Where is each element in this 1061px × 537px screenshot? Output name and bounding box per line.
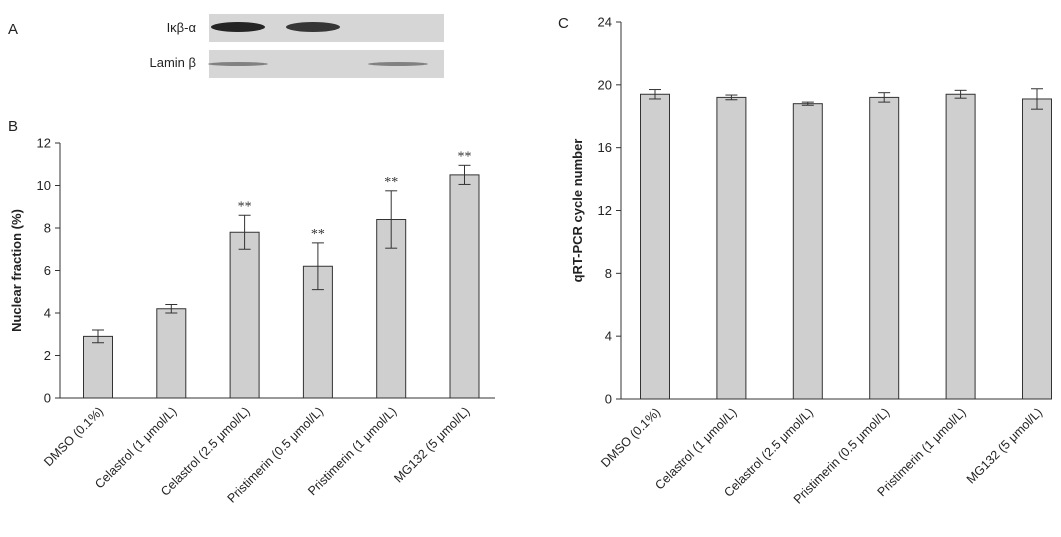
chart-c-ytick-label-2: 8 bbox=[605, 266, 612, 281]
chart-qrt-pcr: 0 4 8 12 16 20 24 qRT-PCR cycle number DMSO (0.1… bbox=[570, 15, 1052, 507]
chart-b-significance-5: ** bbox=[458, 149, 472, 164]
blot-band-r0-l1 bbox=[286, 22, 340, 32]
panel-letter-c: C bbox=[558, 15, 569, 32]
chart-c-error-bar-0 bbox=[649, 89, 661, 100]
chart-c-bar-5 bbox=[1022, 98, 1052, 400]
blot-strip-1 bbox=[209, 50, 444, 78]
blot-band-r1-l0 bbox=[208, 62, 268, 66]
chart-b-error-bar-4 bbox=[385, 190, 398, 249]
blot-band-r0-l0 bbox=[211, 22, 265, 32]
chart-b-category-label-0: DMSO (0.1%) bbox=[41, 404, 106, 469]
chart-nuclear-fraction: 0 2 4 6 8 10 12 Nuclear fraction (%) DMSO (0.1%)… bbox=[9, 136, 495, 506]
blot-row-label-ikba: Iκβ-α bbox=[167, 20, 197, 35]
chart-b-bar-2 bbox=[229, 231, 260, 399]
chart-c-bar-1 bbox=[716, 96, 747, 400]
chart-c-category-label-1: Celastrol (1 μmol/L) bbox=[652, 405, 739, 492]
chart-c-bar-2 bbox=[792, 103, 823, 400]
chart-b-significance-3: ** bbox=[311, 227, 325, 242]
chart-c-bar-0 bbox=[640, 93, 670, 400]
chart-c-error-bar-5 bbox=[1031, 88, 1043, 110]
panel-letter-a: A bbox=[8, 21, 18, 38]
chart-c-ytick-label-5: 20 bbox=[598, 77, 612, 92]
chart-b-bar-0 bbox=[83, 335, 113, 399]
western-blot: Iκβ-α Lamin β bbox=[150, 14, 444, 78]
chart-c-bar-3 bbox=[869, 96, 900, 400]
chart-c-category-label-4: Pristimerin (1 μmol/L) bbox=[875, 405, 969, 499]
chart-b-bar-4 bbox=[376, 219, 407, 399]
chart-b-y-axis-title: Nuclear fraction (%) bbox=[9, 209, 24, 332]
chart-c-error-bar-2 bbox=[801, 101, 814, 106]
chart-b-error-bar-3 bbox=[311, 242, 324, 291]
chart-c-category-label-5: MG132 (5 μmol/L) bbox=[964, 405, 1045, 486]
chart-c-error-bar-1 bbox=[725, 94, 738, 101]
chart-b-ytick-label-4: 8 bbox=[44, 221, 51, 236]
chart-b-ytick-label-3: 6 bbox=[44, 263, 51, 278]
chart-b-ytick-label-1: 2 bbox=[44, 348, 51, 363]
chart-b-error-bar-0 bbox=[92, 329, 104, 344]
chart-c-ytick-label-3: 12 bbox=[598, 203, 612, 218]
chart-b-error-bar-5 bbox=[458, 164, 471, 185]
chart-b-ytick-label-5: 10 bbox=[37, 178, 51, 193]
blot-row-label-lamin: Lamin β bbox=[150, 55, 197, 70]
chart-b-bar-1 bbox=[156, 308, 187, 399]
chart-c-error-bar-3 bbox=[878, 92, 891, 103]
chart-b-error-bar-1 bbox=[165, 304, 178, 314]
chart-c-ytick-label-6: 24 bbox=[598, 15, 612, 30]
chart-c-ytick-label-4: 16 bbox=[598, 140, 612, 155]
chart-c-error-bar-4 bbox=[954, 89, 967, 99]
chart-b-category-label-5: MG132 (5 μmol/L) bbox=[391, 404, 472, 485]
chart-c-ytick-label-1: 4 bbox=[605, 329, 612, 344]
chart-b-bar-5 bbox=[449, 174, 480, 399]
chart-b-error-bar-2 bbox=[238, 214, 251, 250]
blot-band-r1-l2 bbox=[368, 62, 428, 66]
panel-letter-b: B bbox=[8, 118, 18, 135]
chart-c-y-axis-title: qRT-PCR cycle number bbox=[570, 139, 585, 283]
chart-b-significance-2: ** bbox=[238, 199, 252, 214]
chart-b-ytick-label-0: 0 bbox=[44, 391, 51, 406]
chart-b-category-label-1: Celastrol (1 μmol/L) bbox=[92, 404, 179, 491]
chart-c-category-label-0: DMSO (0.1%) bbox=[598, 405, 663, 470]
chart-b-ytick-label-6: 12 bbox=[37, 136, 51, 151]
chart-b-ytick-label-2: 4 bbox=[44, 306, 51, 321]
chart-c-bar-4 bbox=[945, 93, 976, 400]
chart-c-ytick-label-0: 0 bbox=[605, 392, 612, 407]
chart-b-significance-4: ** bbox=[384, 175, 398, 190]
